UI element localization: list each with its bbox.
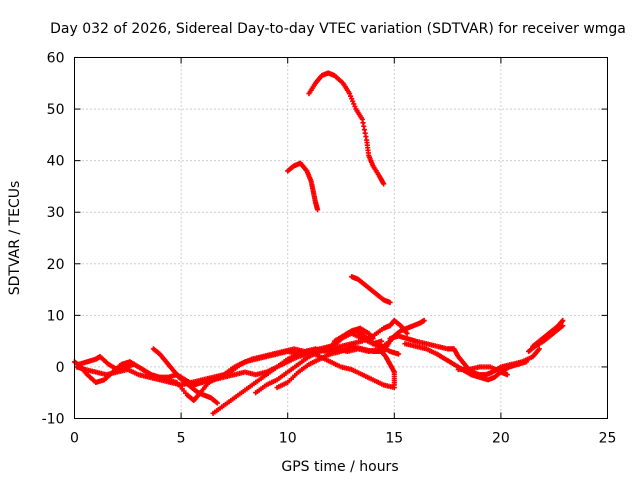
y-tick-label: 40 <box>47 154 65 170</box>
x-tick-label: 20 <box>492 431 510 447</box>
data-point <box>560 323 566 329</box>
data-point <box>536 346 542 352</box>
data-point <box>387 299 393 306</box>
data-point <box>381 181 387 187</box>
series-track-14 <box>526 323 566 355</box>
series-track-11 <box>402 341 530 383</box>
data-point <box>421 317 427 324</box>
series-track-15 <box>285 160 321 213</box>
y-tick-label: 30 <box>47 205 65 221</box>
series-track-16 <box>306 70 387 187</box>
y-tick-label: 20 <box>47 257 65 273</box>
y-tick-label: 60 <box>47 51 65 67</box>
x-tick-label: 5 <box>177 431 186 447</box>
data-point <box>404 330 410 337</box>
y-tick-label: 0 <box>56 360 65 376</box>
data-point <box>395 351 402 357</box>
series-track-17 <box>349 274 393 306</box>
y-axis-label: SDTVAR / TECUs <box>7 181 23 296</box>
data-point <box>523 359 530 365</box>
data-point <box>560 317 566 324</box>
data-point <box>370 335 376 342</box>
data-point <box>214 400 220 406</box>
y-tick-label: 10 <box>47 308 65 324</box>
data-points <box>71 70 566 416</box>
chart-title: Day 032 of 2026, Sidereal Day-to-day VTE… <box>50 21 626 37</box>
series-track-3 <box>76 328 402 388</box>
x-axis-label: GPS time / hours <box>281 459 398 475</box>
data-point <box>504 372 510 378</box>
x-tick-label: 10 <box>279 431 297 447</box>
plot-frame <box>74 57 608 419</box>
series-track-12 <box>455 364 510 378</box>
series-track-8 <box>332 325 376 344</box>
x-tick-label: 25 <box>599 431 617 447</box>
y-tick-label: -10 <box>42 412 65 428</box>
series-track-7 <box>274 343 397 391</box>
data-point <box>314 207 321 213</box>
x-tick-label: 0 <box>70 431 79 447</box>
series-track-6 <box>253 317 410 396</box>
tick-labels: 0 5 10 15 20 25 -10 0 10 20 30 40 50 60 <box>42 51 617 447</box>
y-tick-label: 50 <box>47 102 65 118</box>
series-track-4 <box>150 346 220 406</box>
data-point <box>391 382 397 388</box>
data-point <box>378 338 385 344</box>
x-tick-label: 15 <box>385 431 403 447</box>
